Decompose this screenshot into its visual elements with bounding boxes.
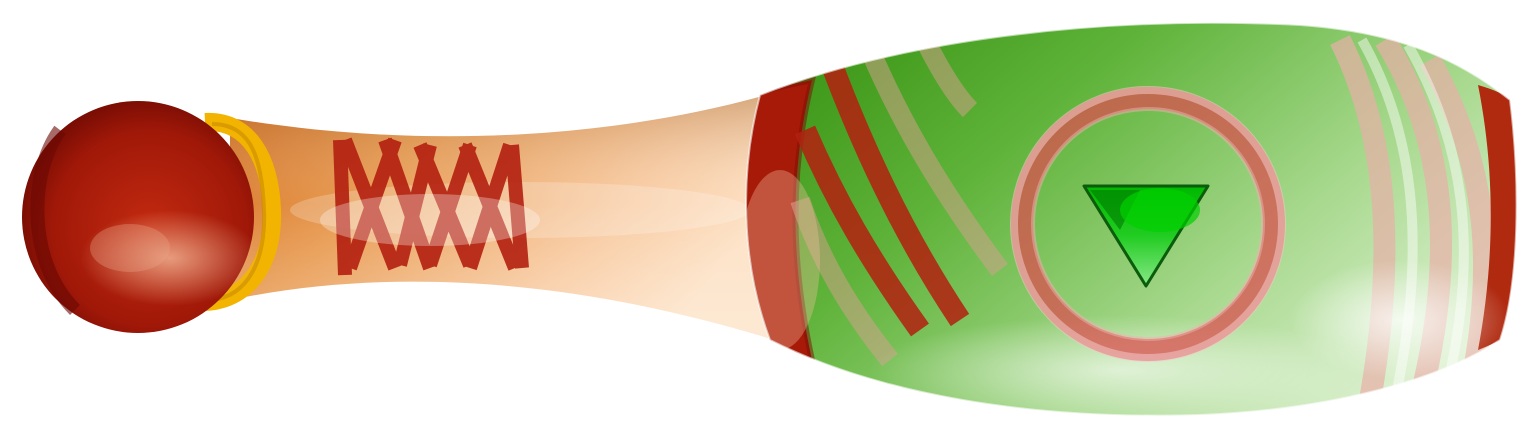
pin-cap <box>22 101 260 333</box>
target-ring <box>1010 86 1286 362</box>
play-down-triangle-icon[interactable] <box>1082 184 1210 288</box>
neck-gloss <box>320 194 540 246</box>
neck-x-pattern <box>333 137 529 276</box>
